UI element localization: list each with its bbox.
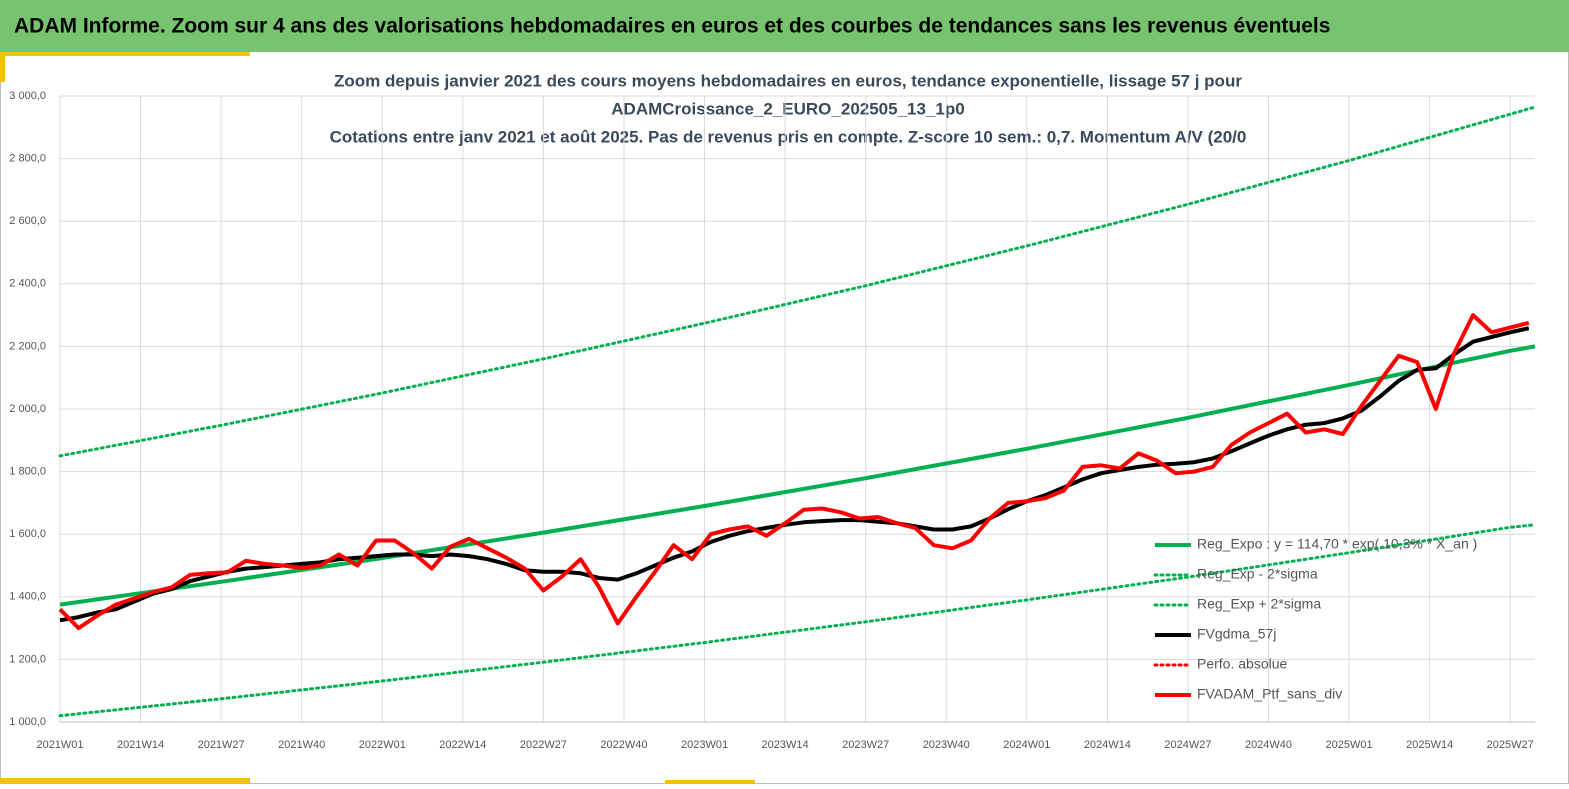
y-tick-label: 2 200,0 <box>9 340 46 352</box>
x-tick-label: 2021W14 <box>117 739 164 751</box>
x-tick-label: 2023W40 <box>923 739 970 751</box>
y-tick-label: 2 800,0 <box>9 153 46 165</box>
y-tick-label: 1 600,0 <box>9 528 46 540</box>
y-tick-label: 1 200,0 <box>9 653 46 665</box>
chart-title: ADAMCroissance_2_EURO_202505_13_1p0 <box>611 99 964 118</box>
x-tick-label: 2025W14 <box>1406 739 1453 751</box>
series-line <box>58 313 1530 631</box>
x-tick-label: 2024W14 <box>1084 739 1131 751</box>
legend-label: Perfo. absolue <box>1197 656 1287 672</box>
y-tick-label: 2 400,0 <box>9 278 46 290</box>
legend-label: FVgdma_57j <box>1197 626 1276 642</box>
y-tick-label: 2 000,0 <box>9 403 46 415</box>
legend-label: Reg_Expo : y = 114,70 * exp( 10,3% * X_a… <box>1197 536 1477 552</box>
legend-label: Reg_Exp - 2*sigma <box>1197 566 1318 582</box>
series-line <box>59 326 1530 623</box>
y-tick-label: 1 000,0 <box>9 716 46 728</box>
x-tick-label: 2022W27 <box>520 739 567 751</box>
accent <box>0 778 250 784</box>
y-tick-label: 2 600,0 <box>9 215 46 227</box>
y-tick-label: 1 400,0 <box>9 591 46 603</box>
accent <box>665 780 755 784</box>
y-tick-label: 3 000,0 <box>9 90 46 102</box>
x-tick-label: 2021W01 <box>36 739 83 751</box>
x-tick-label: 2025W01 <box>1326 739 1373 751</box>
x-tick-label: 2024W27 <box>1164 739 1211 751</box>
legend-label: FVADAM_Ptf_sans_div <box>1197 686 1342 702</box>
x-tick-label: 2022W14 <box>439 739 486 751</box>
accent <box>0 52 5 82</box>
x-tick-label: 2024W01 <box>1003 739 1050 751</box>
x-tick-label: 2025W27 <box>1487 739 1534 751</box>
x-tick-label: 2022W01 <box>359 739 406 751</box>
series-line <box>58 523 1537 718</box>
y-tick-label: 1 800,0 <box>9 466 46 478</box>
x-tick-label: 2023W27 <box>842 739 889 751</box>
header-title: ADAM Informe. Zoom sur 4 ans des valoris… <box>14 15 1330 38</box>
chart-title: Cotations entre janv 2021 et août 2025. … <box>330 127 1247 146</box>
series-line <box>59 344 1536 607</box>
x-tick-label: 2023W01 <box>681 739 728 751</box>
x-tick-label: 2022W40 <box>600 739 647 751</box>
chart-title: Zoom depuis janvier 2021 des cours moyen… <box>334 71 1242 90</box>
x-tick-label: 2021W27 <box>198 739 245 751</box>
header-banner <box>0 0 1569 52</box>
x-tick-label: 2023W14 <box>762 739 809 751</box>
series-line <box>58 105 1537 458</box>
x-tick-label: 2024W40 <box>1245 739 1292 751</box>
accent <box>0 52 250 56</box>
x-tick-label: 2021W40 <box>278 739 325 751</box>
legend-label: Reg_Exp + 2*sigma <box>1197 596 1321 612</box>
